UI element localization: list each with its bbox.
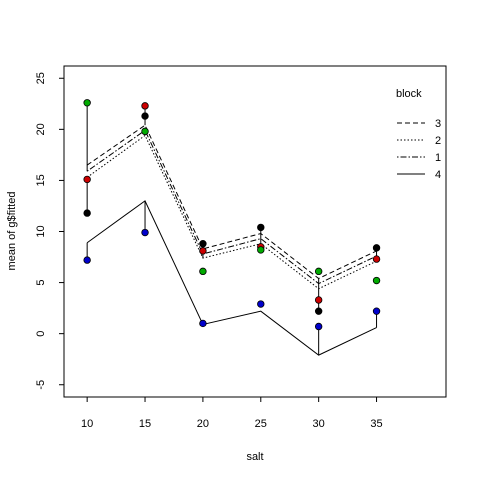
legend-label-block-1: 1 xyxy=(435,152,441,164)
observation-point xyxy=(83,175,91,184)
x-tick-label: 35 xyxy=(370,418,382,430)
legend-label-block-2: 2 xyxy=(435,135,441,147)
observation-point xyxy=(314,322,323,331)
observation-point xyxy=(372,244,381,252)
observation-point xyxy=(199,267,207,276)
observation-points xyxy=(83,99,381,331)
observation-point xyxy=(314,267,323,276)
series-line-block-2 xyxy=(86,134,377,290)
series-line-block-4 xyxy=(86,200,377,356)
observation-point xyxy=(257,300,265,308)
observation-point xyxy=(372,255,381,263)
y-tick-label: 10 xyxy=(35,225,47,237)
observation-point xyxy=(199,319,207,328)
legend-label-block-4: 4 xyxy=(435,169,441,181)
y-tick-label: 20 xyxy=(35,123,47,135)
legend: 3 2 1 4 xyxy=(397,118,441,181)
observation-point xyxy=(141,112,149,120)
observation-point xyxy=(199,240,207,248)
x-tick-label: 30 xyxy=(313,418,325,430)
observation-point xyxy=(83,99,91,107)
legend-title: block xyxy=(396,88,422,100)
observation-point xyxy=(372,307,381,315)
y-axis-label: mean of g$fitted xyxy=(6,192,18,271)
y-axis: -5 0 5 10 15 20 25 xyxy=(35,72,64,390)
observation-point xyxy=(83,256,91,264)
series-line-block-1 xyxy=(86,129,377,285)
observation-point xyxy=(257,246,265,254)
y-tick-label: 5 xyxy=(35,280,47,286)
y-tick-label: 15 xyxy=(35,174,47,186)
y-tick-label: 0 xyxy=(35,331,47,337)
observation-point xyxy=(141,102,149,110)
x-tick-label: 10 xyxy=(81,418,93,430)
y-tick-label: -5 xyxy=(35,380,47,390)
observation-point xyxy=(257,223,265,232)
x-tick-label: 20 xyxy=(197,418,209,430)
observation-point xyxy=(372,276,381,285)
observation-point xyxy=(83,209,91,217)
observation-point xyxy=(199,247,207,255)
x-axis: 10 15 20 25 30 35 xyxy=(81,397,383,430)
legend-label-block-3: 3 xyxy=(435,118,441,130)
observation-point xyxy=(314,307,323,315)
plot-frame xyxy=(63,65,447,398)
observation-point xyxy=(141,127,149,136)
observation-point xyxy=(314,296,323,304)
y-tick-label: 25 xyxy=(35,72,47,84)
series-line-block-3 xyxy=(86,124,377,280)
series-lines xyxy=(86,124,377,356)
x-tick-label: 25 xyxy=(255,418,267,430)
observation-point xyxy=(141,228,149,237)
x-tick-label: 15 xyxy=(139,418,151,430)
x-axis-label: salt xyxy=(246,451,263,463)
